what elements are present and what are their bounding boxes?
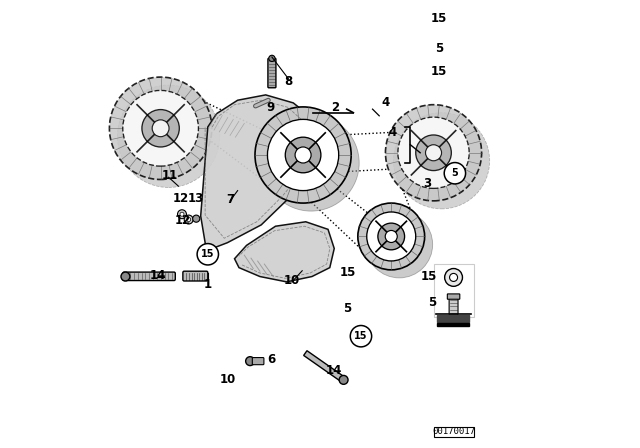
Text: 1: 1 [204,278,212,291]
Polygon shape [234,222,334,282]
Text: 5: 5 [452,168,458,178]
Text: 3: 3 [424,177,432,190]
Text: 5: 5 [435,42,443,55]
Text: 2: 2 [332,101,340,114]
Circle shape [180,212,184,216]
Text: 5: 5 [344,302,352,315]
Text: 11: 11 [161,169,178,182]
Text: 7: 7 [226,193,234,206]
Circle shape [152,120,169,137]
FancyBboxPatch shape [433,427,474,437]
Circle shape [358,203,424,270]
Text: 15: 15 [431,12,447,25]
Text: 14: 14 [149,269,166,282]
Circle shape [445,268,463,286]
Text: 8: 8 [285,75,293,88]
FancyBboxPatch shape [123,272,175,280]
Text: 00170017: 00170017 [432,427,475,436]
Text: 12: 12 [175,214,191,227]
FancyBboxPatch shape [447,294,460,299]
Circle shape [269,55,275,61]
Circle shape [444,163,465,184]
FancyBboxPatch shape [433,264,474,318]
Circle shape [385,230,397,242]
Circle shape [416,135,451,171]
Circle shape [246,357,255,366]
Text: 15: 15 [431,65,447,78]
Circle shape [385,105,482,201]
Polygon shape [436,323,469,326]
Circle shape [398,117,469,188]
Circle shape [193,215,200,222]
Circle shape [117,85,220,188]
Circle shape [367,212,416,261]
Circle shape [184,215,193,224]
Text: 4: 4 [382,96,390,109]
Circle shape [123,90,198,166]
Circle shape [394,113,490,209]
Circle shape [142,110,179,147]
FancyBboxPatch shape [268,58,276,88]
Circle shape [295,147,311,163]
Circle shape [350,326,372,347]
FancyBboxPatch shape [183,271,208,281]
Circle shape [285,137,321,173]
Text: 15: 15 [339,266,356,279]
Text: 14: 14 [326,364,342,377]
Circle shape [366,211,433,278]
Circle shape [255,107,351,203]
Text: 15: 15 [420,270,436,283]
Text: 6: 6 [267,353,275,366]
Text: 15: 15 [354,331,368,341]
Text: 4: 4 [388,126,397,139]
Text: 10: 10 [220,373,236,386]
Text: 12: 12 [173,192,189,205]
Circle shape [263,115,359,211]
Text: 13: 13 [188,192,204,205]
Circle shape [187,218,191,222]
Circle shape [197,244,218,265]
Circle shape [177,210,186,219]
Polygon shape [436,315,469,322]
Circle shape [121,272,130,281]
Text: 9: 9 [266,101,275,114]
Circle shape [426,145,442,161]
Polygon shape [303,351,345,382]
Circle shape [339,375,348,384]
FancyBboxPatch shape [252,358,264,365]
Text: 15: 15 [201,249,214,259]
Polygon shape [201,95,321,251]
Text: 5: 5 [428,296,436,309]
Circle shape [449,273,458,281]
FancyBboxPatch shape [449,295,458,315]
Circle shape [378,223,404,250]
Circle shape [109,77,212,180]
Text: 10: 10 [284,275,300,288]
Circle shape [268,119,339,190]
